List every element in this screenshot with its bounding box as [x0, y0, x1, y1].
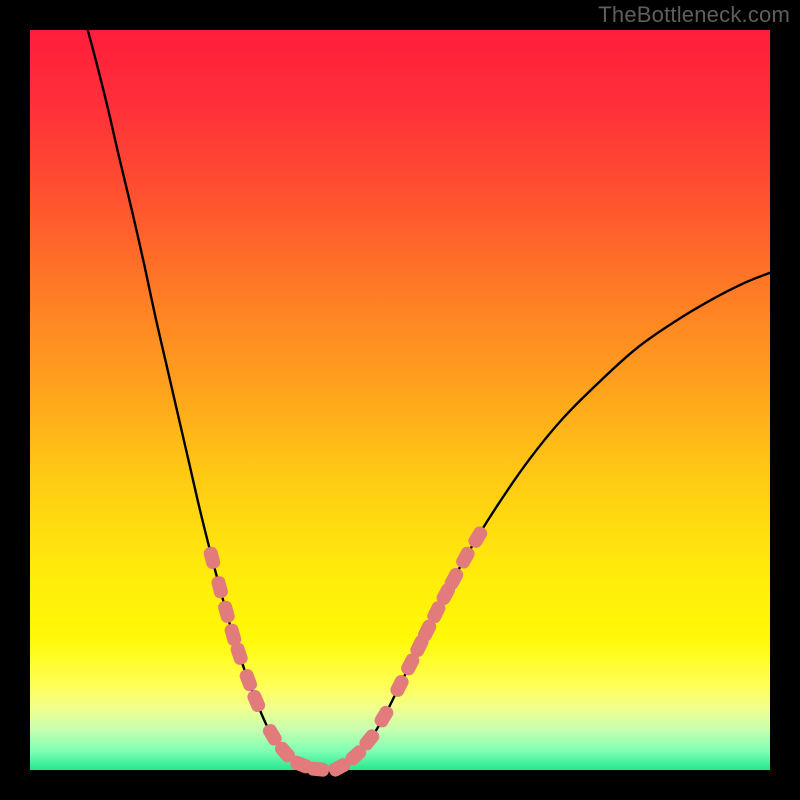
bottleneck-chart-svg [0, 0, 800, 800]
watermark-label: TheBottleneck.com [598, 2, 790, 28]
plot-background [30, 30, 770, 770]
curve-marker [306, 761, 329, 777]
chart-stage: TheBottleneck.com [0, 0, 800, 800]
